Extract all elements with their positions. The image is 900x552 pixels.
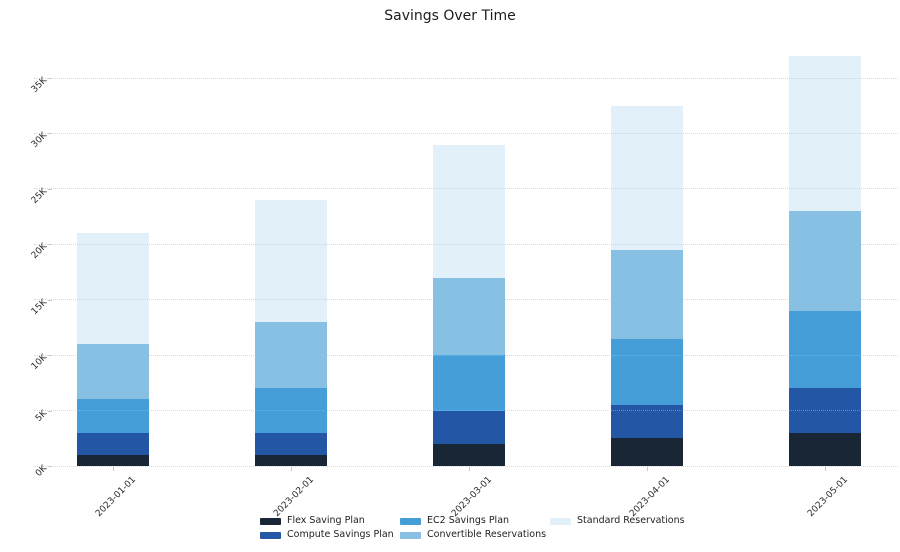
gridline-30k — [34, 132, 898, 134]
segment-2023-05-01-convertible-reservations — [788, 211, 861, 311]
segment-2023-01-01-compute-savings-plan — [76, 432, 149, 455]
segment-2023-02-01-compute-savings-plan — [254, 432, 327, 455]
x-tick-mark — [290, 467, 292, 471]
gridline-35k — [34, 77, 898, 79]
legend-label: Convertible Reservations — [427, 529, 547, 540]
gridline-5k — [34, 410, 898, 412]
y-tick-label: 0K — [33, 463, 50, 479]
gridline-0k — [34, 465, 898, 467]
segment-2023-03-01-convertible-reservations — [432, 277, 505, 356]
y-tick-label: 30K — [29, 131, 50, 151]
legend-swatch-convertible-reservations — [400, 531, 421, 539]
y-tick-mark — [48, 188, 52, 190]
legend-label: EC2 Savings Plan — [427, 515, 510, 526]
y-tick-label: 10K — [29, 352, 50, 373]
y-tick-label: 20K — [29, 241, 50, 262]
legend-label: Compute Savings Plan — [287, 529, 394, 540]
x-tick-label: 2023-05-01 — [805, 475, 850, 520]
gridline-10k — [34, 354, 898, 356]
y-tick-mark — [48, 78, 52, 79]
y-tick-label: 5K — [33, 408, 50, 424]
segment-2023-01-01-convertible-reservations — [76, 344, 149, 400]
legend-column: Flex Saving Plan Compute Savings Plan — [260, 514, 400, 542]
segment-2023-03-01-compute-savings-plan — [432, 410, 505, 444]
segment-2023-03-01-ec2-savings-plan — [432, 355, 505, 411]
legend-swatch-flex-saving-plan — [260, 517, 281, 525]
segment-2023-03-01-standard-reservations — [432, 144, 505, 278]
legend-swatch-compute-savings-plan — [260, 531, 281, 539]
segment-2023-05-01-ec2-savings-plan — [788, 310, 861, 389]
legend-item-standard-reservations: Standard Reservations — [550, 514, 685, 528]
segment-2023-02-01-standard-reservations — [254, 199, 327, 322]
y-tick-mark — [48, 466, 52, 467]
legend-item-ec2-savings-plan: EC2 Savings Plan — [400, 514, 550, 528]
x-tick-mark — [646, 467, 648, 471]
segment-2023-02-01-flex-saving-plan — [254, 454, 327, 466]
y-tick-mark — [48, 244, 52, 246]
legend-item-convertible-reservations: Convertible Reservations — [400, 528, 550, 542]
segment-2023-01-01-ec2-savings-plan — [76, 399, 149, 433]
y-tick-mark — [48, 410, 52, 412]
legend-swatch-ec2-savings-plan — [400, 517, 421, 525]
x-tick-mark — [468, 467, 470, 471]
legend-column: EC2 Savings Plan Convertible Reservations — [400, 514, 550, 542]
y-tick-mark — [48, 133, 52, 135]
legend-item-compute-savings-plan: Compute Savings Plan — [260, 528, 400, 542]
segment-2023-04-01-flex-saving-plan — [610, 438, 683, 466]
y-tick-mark — [48, 355, 52, 357]
segment-2023-01-01-flex-saving-plan — [76, 454, 149, 466]
chart-title: Savings Over Time — [384, 8, 516, 24]
segment-2023-01-01-standard-reservations — [76, 233, 149, 345]
segment-2023-04-01-convertible-reservations — [610, 249, 683, 339]
x-tick-mark — [112, 467, 114, 471]
legend-item-flex-saving-plan: Flex Saving Plan — [260, 514, 400, 528]
segment-2023-04-01-ec2-savings-plan — [610, 338, 683, 405]
segment-2023-04-01-standard-reservations — [610, 105, 683, 250]
legend-swatch-standard-reservations — [550, 517, 571, 525]
y-tick-label: 15K — [29, 297, 50, 317]
legend-label: Flex Saving Plan — [287, 515, 365, 526]
segment-2023-03-01-flex-saving-plan — [432, 443, 505, 466]
segment-2023-05-01-flex-saving-plan — [788, 432, 861, 466]
y-tick-label: 25K — [29, 186, 50, 206]
gridline-20k — [34, 243, 898, 245]
x-tick-mark — [824, 467, 826, 471]
x-tick-label: 2023-01-01 — [93, 475, 138, 520]
y-tick-label: 35K — [29, 75, 50, 95]
legend-label: Standard Reservations — [577, 515, 685, 526]
legend: Flex Saving Plan Compute Savings Plan EC2 … — [260, 514, 685, 542]
gridline-25k — [34, 188, 898, 190]
gridline-15k — [34, 299, 898, 301]
legend-column: Standard Reservations — [550, 514, 685, 528]
y-tick-mark — [48, 299, 52, 301]
